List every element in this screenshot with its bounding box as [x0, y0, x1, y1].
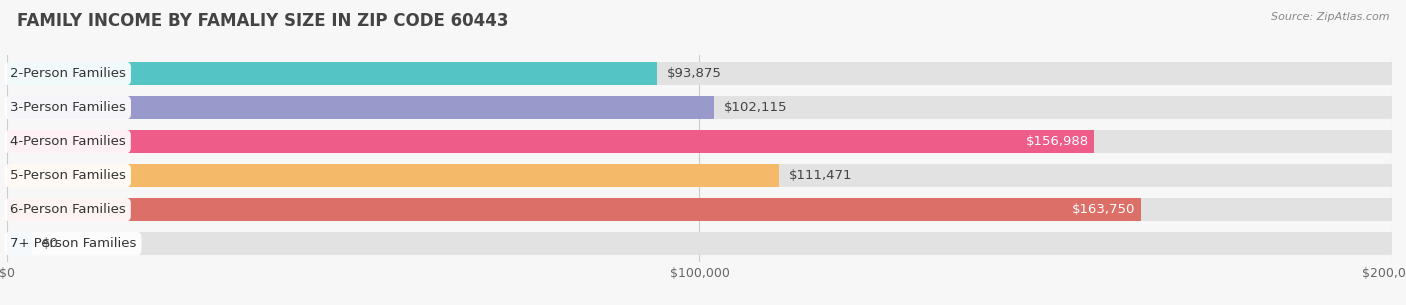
Bar	[7, 62, 657, 85]
Text: 6-Person Families: 6-Person Families	[10, 203, 125, 216]
Bar	[7, 164, 1392, 187]
Text: 3-Person Families: 3-Person Families	[10, 101, 125, 114]
Bar	[7, 62, 1392, 85]
Text: $163,750: $163,750	[1071, 203, 1136, 216]
Text: $111,471: $111,471	[789, 169, 852, 182]
Bar	[7, 164, 779, 187]
Text: 7+ Person Families: 7+ Person Families	[10, 237, 136, 250]
Bar	[7, 232, 32, 255]
Bar	[7, 232, 1392, 255]
Text: 4-Person Families: 4-Person Families	[10, 135, 125, 148]
Text: $156,988: $156,988	[1025, 135, 1088, 148]
Bar	[7, 198, 1140, 221]
Text: $0: $0	[42, 237, 59, 250]
Text: 2-Person Families: 2-Person Families	[10, 67, 125, 80]
Text: 5-Person Families: 5-Person Families	[10, 169, 125, 182]
Text: $93,875: $93,875	[666, 67, 721, 80]
Bar	[7, 130, 1392, 153]
Bar	[7, 198, 1392, 221]
Text: Source: ZipAtlas.com: Source: ZipAtlas.com	[1271, 12, 1389, 22]
Bar	[7, 96, 714, 119]
Bar	[7, 130, 1094, 153]
Bar	[7, 96, 1392, 119]
Text: $102,115: $102,115	[724, 101, 787, 114]
Text: FAMILY INCOME BY FAMALIY SIZE IN ZIP CODE 60443: FAMILY INCOME BY FAMALIY SIZE IN ZIP COD…	[17, 12, 509, 30]
